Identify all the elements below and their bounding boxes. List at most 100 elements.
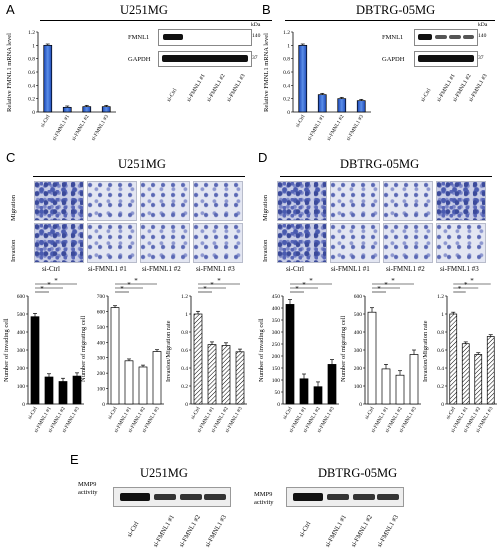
marker-140-b: 140 [478, 33, 487, 39]
significance-star: * [458, 285, 462, 293]
micro-label-d4: si-FMNL1 #3 [440, 265, 479, 273]
tick-label: 0 [185, 402, 188, 408]
micrograph-migration-d4 [436, 181, 486, 221]
tick-label: 100 [97, 387, 106, 393]
bar [449, 313, 458, 405]
x-tick-label: si-Ctrl [27, 406, 39, 421]
bar [285, 304, 295, 405]
tick-label: 350 [272, 318, 281, 324]
x-tick-label: si-FMNL1 #3 [345, 114, 365, 142]
micrograph-invasion-d1 [277, 223, 327, 263]
micro-label-d3: si-FMNL1 #2 [386, 265, 425, 273]
micrograph-migration-c1 [34, 181, 84, 221]
significance-star: * [391, 277, 395, 285]
marker-37-b: 37 [478, 55, 484, 61]
bar [30, 316, 40, 405]
tick-label: 200 [97, 371, 106, 377]
bar [474, 354, 483, 405]
panel-label-e: E [70, 452, 79, 467]
bar [395, 374, 405, 405]
micrograph-migration-c3 [140, 181, 190, 221]
tick-label: 1 [32, 43, 35, 49]
tick-label: 300 [17, 348, 26, 354]
bar [299, 378, 309, 405]
tick-label: 0.4 [181, 366, 188, 372]
tick-label: 50 [275, 390, 281, 396]
tick-label: 0 [277, 402, 280, 408]
significance-star: * [210, 281, 214, 289]
tick-label: 0 [287, 110, 290, 116]
row-label-invasion-c: Invasion [10, 239, 17, 262]
significance-star: * [384, 281, 388, 289]
ylabel-c-rate: Invasion/Migration rate [165, 320, 172, 382]
blot-label-fmnl1-a: FMNL1 [128, 34, 150, 41]
title-a: U251MG [120, 3, 168, 17]
ylabel-b: Relative FMNL1 mRNA level [263, 33, 270, 112]
title-b: DBTRG-05MG [356, 3, 436, 17]
bar [101, 106, 111, 113]
bar [327, 364, 337, 405]
tick-label: 400 [97, 340, 106, 346]
tick-label: 0 [102, 402, 105, 408]
micrograph-migration-d1 [277, 181, 327, 221]
significance-star: * [203, 285, 207, 293]
micro-label-d1: si-Ctrl [286, 265, 304, 273]
bar [43, 44, 53, 113]
bar [138, 366, 148, 405]
tick-label: 0.2 [181, 384, 188, 390]
micro-label-c4: si-FMNL1 #3 [196, 265, 235, 273]
significance-star: * [377, 285, 381, 293]
title-rule-a [40, 20, 272, 21]
micrograph-invasion-d2 [330, 223, 380, 263]
row-label-migration-c: Migration [10, 195, 17, 221]
blot-label-gapdh-b: GAPDH [382, 56, 405, 63]
tick-label: 200 [17, 366, 26, 372]
bar [317, 94, 327, 113]
tick-label: 0.8 [181, 330, 188, 336]
micro-label-d2: si-FMNL1 #1 [331, 265, 370, 273]
micrograph-invasion-c3 [140, 223, 190, 263]
significance-star: * [127, 281, 131, 289]
bar [110, 307, 120, 405]
tick-label: 600 [17, 294, 26, 300]
tick-label: 450 [272, 294, 281, 300]
bar [207, 344, 217, 405]
bar [367, 311, 377, 405]
tick-label: 0 [359, 402, 362, 408]
tick-label: 500 [97, 325, 106, 331]
significance-star: * [54, 277, 58, 285]
ylabel-d-migrating: Number of migrating cell [340, 315, 347, 382]
bar [193, 313, 203, 405]
micrograph-invasion-d3 [383, 223, 433, 263]
x-tick-label: si-FMNL1 #1 [51, 114, 71, 142]
panel-label-b: B [262, 2, 271, 17]
tick-label: 0.4 [283, 83, 290, 89]
tick-label: 250 [272, 342, 281, 348]
tick-label: 0.6 [181, 348, 188, 354]
panel-label-c: C [6, 150, 16, 165]
significance-star: * [464, 281, 468, 289]
title-c: U251MG [118, 157, 166, 171]
tick-label: 400 [272, 306, 281, 312]
kda-a: kDa [251, 22, 261, 28]
tick-label: 0.2 [437, 384, 444, 390]
x-tick-label: si-Ctrl [40, 114, 52, 129]
micrograph-migration-d3 [383, 181, 433, 221]
tick-label: 400 [17, 330, 26, 336]
blot-label-fmnl1-b: FMNL1 [382, 34, 404, 41]
micrograph-invasion-c2 [87, 223, 137, 263]
bar [124, 360, 134, 405]
tick-label: 200 [354, 366, 363, 372]
x-tick-label: si-FMNL1 #1 [306, 114, 326, 142]
x-tick-label: si-Ctrl [190, 406, 202, 421]
bar [313, 386, 323, 405]
tick-label: 0 [22, 402, 25, 408]
tick-label: 600 [354, 294, 363, 300]
significance-star: * [40, 285, 44, 293]
x-tick-label: si-Ctrl [107, 406, 119, 421]
significance-star: * [470, 277, 474, 285]
zymogram-dbtrg [286, 487, 404, 507]
bar [44, 376, 54, 405]
blot-fmnl1-b [414, 29, 478, 46]
tick-label: 0.8 [437, 330, 444, 336]
